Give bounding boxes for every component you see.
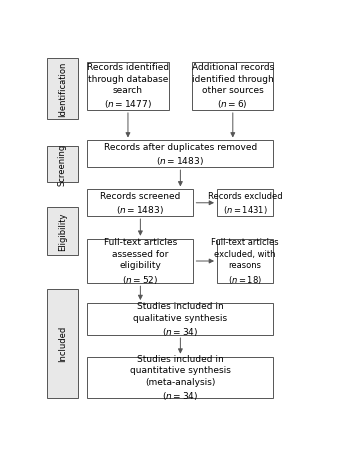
FancyBboxPatch shape (47, 289, 78, 398)
FancyBboxPatch shape (87, 357, 273, 398)
Text: Included: Included (58, 325, 67, 362)
Text: Screening: Screening (58, 143, 67, 185)
FancyBboxPatch shape (47, 59, 78, 120)
Text: Eligibility: Eligibility (58, 212, 67, 250)
Text: Records screened
($n = 1483$): Records screened ($n = 1483$) (100, 191, 180, 215)
Text: Records identified
through database
search
($n = 1477$): Records identified through database sear… (87, 63, 169, 110)
FancyBboxPatch shape (87, 239, 194, 284)
FancyBboxPatch shape (47, 207, 78, 255)
FancyBboxPatch shape (87, 141, 273, 168)
Text: Full-text articles
excluded, with
reasons
($n = 18$): Full-text articles excluded, with reason… (211, 238, 279, 285)
Text: Identification: Identification (58, 62, 67, 117)
FancyBboxPatch shape (87, 63, 169, 111)
Text: Additional records
identified through
other sources
($n = 6$): Additional records identified through ot… (192, 63, 274, 110)
FancyBboxPatch shape (217, 239, 273, 284)
Text: Records after duplicates removed
($n = 1483$): Records after duplicates removed ($n = 1… (104, 143, 257, 167)
FancyBboxPatch shape (87, 303, 273, 335)
Text: Studies included in
qualitative synthesis
($n = 34$): Studies included in qualitative synthesi… (133, 301, 227, 337)
Text: Studies included in
quantitative synthesis
(meta-analysis)
($n = 34$): Studies included in quantitative synthes… (130, 354, 231, 401)
Text: Full-text articles
assessed for
eligibility
($n = 52$): Full-text articles assessed for eligibil… (104, 238, 177, 285)
FancyBboxPatch shape (192, 63, 273, 111)
FancyBboxPatch shape (217, 190, 273, 217)
Text: Records excluded
($n = 1431$): Records excluded ($n = 1431$) (208, 191, 283, 215)
FancyBboxPatch shape (47, 146, 78, 182)
FancyBboxPatch shape (87, 190, 194, 217)
